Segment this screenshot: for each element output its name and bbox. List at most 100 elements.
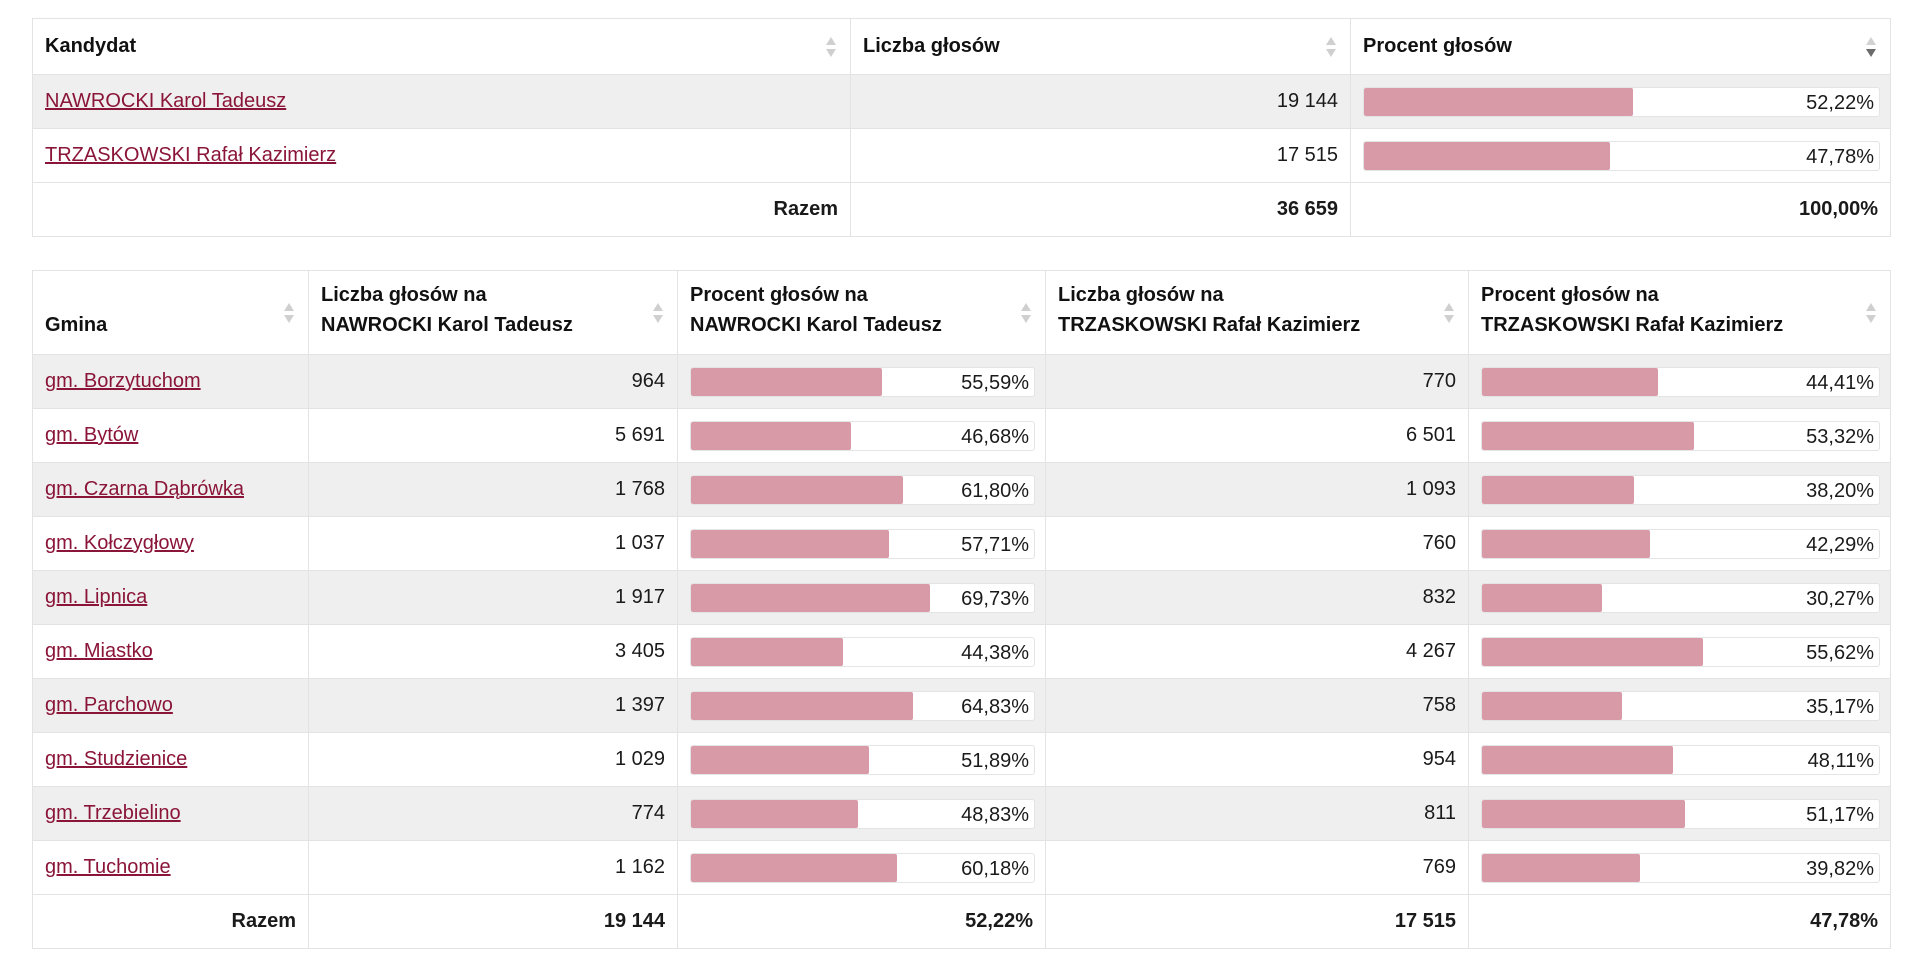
percent-label: 35,17%: [1806, 695, 1874, 718]
percent-bar-fill: [691, 745, 869, 774]
trzaskowski-percent-cell: 30,27%: [1468, 570, 1891, 625]
nawrocki-votes-cell: 1 768: [308, 462, 678, 517]
table-row: gm. Trzebielino 774 48,83% 811 51,17%: [32, 786, 1891, 841]
percent-bar-fill: [1482, 367, 1659, 396]
percent-label: 53,32%: [1806, 425, 1874, 448]
percent-bar-fill: [1482, 583, 1603, 612]
sort-icon[interactable]: [1326, 36, 1336, 58]
nawrocki-percent-cell: 48,83%: [677, 786, 1046, 841]
nawrocki-percent-cell: 51,89%: [677, 732, 1046, 787]
table-row: gm. Czarna Dąbrówka 1 768 61,80% 1 093 38,20…: [32, 462, 1891, 517]
percent-bar: 60,18%: [690, 852, 1035, 883]
percent-bar-fill: [1364, 141, 1611, 170]
table-row: gm. Bytów 5 691 46,68% 6 501 53,32%: [32, 408, 1891, 463]
nawrocki-percent-cell: 57,71%: [677, 516, 1046, 571]
trzaskowski-votes-cell: 770: [1045, 354, 1469, 409]
total-trzaskowski-percent: 47,78%: [1468, 894, 1891, 949]
gmina-link[interactable]: gm. Bytów: [45, 424, 139, 446]
gmina-link[interactable]: gm. Kołczygłowy: [45, 532, 194, 554]
percent-bar: 51,89%: [690, 744, 1035, 775]
total-percent: 100,00%: [1350, 182, 1891, 237]
percent-bar: 42,29%: [1481, 528, 1880, 559]
trzaskowski-percent-cell: 42,29%: [1468, 516, 1891, 571]
candidates-summary-table: Kandydat Liczba głosów Procent głosów NA…: [32, 18, 1891, 237]
trzaskowski-votes-cell: 758: [1045, 678, 1469, 733]
percent-label: 61,80%: [961, 479, 1029, 502]
table-row: gm. Studzienice 1 029 51,89% 954 48,11%: [32, 732, 1891, 787]
gmina-cell: gm. Kołczygłowy: [32, 516, 309, 571]
trzaskowski-votes-cell: 760: [1045, 516, 1469, 571]
percent-bar-fill: [691, 367, 882, 396]
gmina-link[interactable]: gm. Parchowo: [45, 694, 173, 716]
gmina-link[interactable]: gm. Miastko: [45, 640, 153, 662]
percent-bar-fill: [1482, 799, 1686, 828]
percent-bar: 61,80%: [690, 474, 1035, 505]
percent-bar: 35,17%: [1481, 690, 1880, 721]
trzaskowski-votes-cell: 6 501: [1045, 408, 1469, 463]
header-gmina-label: Gmina: [45, 314, 108, 336]
percent-bar-fill: [1482, 637, 1703, 666]
header-line: Liczba głosów na: [321, 284, 487, 306]
header-candidate[interactable]: Kandydat: [32, 18, 851, 75]
total-label: Razem: [32, 894, 309, 949]
header-nawrocki-votes[interactable]: Liczba głosów na NAWROCKI Karol Tadeusz: [308, 270, 678, 355]
percent-cell: 52,22%: [1350, 74, 1891, 129]
percent-bar: 64,83%: [690, 690, 1035, 721]
sort-desc-icon[interactable]: [1866, 36, 1876, 58]
table-row: TRZASKOWSKI Rafał Kazimierz 17 515 47,78…: [32, 128, 1891, 183]
percent-bar: 47,78%: [1363, 140, 1880, 171]
nawrocki-votes-cell: 774: [308, 786, 678, 841]
header-trzaskowski-percent[interactable]: Procent głosów na TRZASKOWSKI Rafał Kazi…: [1468, 270, 1891, 355]
percent-label: 52,22%: [1806, 91, 1874, 114]
trzaskowski-votes-cell: 769: [1045, 840, 1469, 895]
header-nawrocki-percent[interactable]: Procent głosów na NAWROCKI Karol Tadeusz: [677, 270, 1046, 355]
gmina-link[interactable]: gm. Lipnica: [45, 586, 148, 608]
percent-bar-fill: [691, 583, 931, 612]
percent-bar: 55,59%: [690, 366, 1035, 397]
gmina-table-body: gm. Borzytuchom 964 55,59% 770 44,41% gm. Byt…: [32, 354, 1891, 895]
candidate-link[interactable]: TRZASKOWSKI Rafał Kazimierz: [45, 144, 337, 166]
nawrocki-percent-cell: 44,38%: [677, 624, 1046, 679]
sort-icon[interactable]: [1444, 302, 1454, 324]
header-line: TRZASKOWSKI Rafał Kazimierz: [1481, 314, 1784, 336]
sort-icon[interactable]: [826, 36, 836, 58]
percent-label: 44,41%: [1806, 371, 1874, 394]
candidate-cell: TRZASKOWSKI Rafał Kazimierz: [32, 128, 851, 183]
sort-icon[interactable]: [284, 302, 294, 324]
gmina-header-row: Gmina Liczba głosów na NAWROCKI Karol Ta…: [32, 270, 1891, 355]
sort-icon[interactable]: [653, 302, 663, 324]
header-votes[interactable]: Liczba głosów: [850, 18, 1351, 75]
gmina-cell: gm. Studzienice: [32, 732, 309, 787]
gmina-link[interactable]: gm. Trzebielino: [45, 802, 181, 824]
nawrocki-votes-cell: 1 162: [308, 840, 678, 895]
percent-bar-fill: [1482, 745, 1673, 774]
total-label: Razem: [32, 182, 851, 237]
sort-icon[interactable]: [1021, 302, 1031, 324]
trzaskowski-percent-cell: 38,20%: [1468, 462, 1891, 517]
percent-label: 44,38%: [961, 641, 1029, 664]
gmina-link[interactable]: gm. Borzytuchom: [45, 370, 201, 392]
percent-label: 51,89%: [961, 749, 1029, 772]
percent-label: 38,20%: [1806, 479, 1874, 502]
percent-bar: 52,22%: [1363, 86, 1880, 117]
gmina-cell: gm. Czarna Dąbrówka: [32, 462, 309, 517]
header-line: Procent głosów na: [1481, 284, 1659, 306]
percent-bar: 38,20%: [1481, 474, 1880, 505]
gmina-link[interactable]: gm. Tuchomie: [45, 856, 171, 878]
sort-icon[interactable]: [1866, 302, 1876, 324]
table-row: gm. Tuchomie 1 162 60,18% 769 39,82%: [32, 840, 1891, 895]
summary-header-row: Kandydat Liczba głosów Procent głosów: [32, 18, 1891, 75]
nawrocki-percent-cell: 55,59%: [677, 354, 1046, 409]
header-percent[interactable]: Procent głosów: [1350, 18, 1891, 75]
total-row: Razem 19 144 52,22% 17 515 47,78%: [32, 894, 1891, 949]
total-row: Razem 36 659 100,00%: [32, 182, 1891, 237]
percent-bar-fill: [1482, 691, 1622, 720]
gmina-link[interactable]: gm. Czarna Dąbrówka: [45, 478, 244, 500]
gmina-link[interactable]: gm. Studzienice: [45, 748, 188, 770]
percent-label: 46,68%: [961, 425, 1029, 448]
header-trzaskowski-votes[interactable]: Liczba głosów na TRZASKOWSKI Rafał Kazim…: [1045, 270, 1469, 355]
percent-bar-fill: [691, 637, 844, 666]
header-line: NAWROCKI Karol Tadeusz: [690, 314, 942, 336]
header-gmina[interactable]: Gmina: [32, 270, 309, 355]
candidate-link[interactable]: NAWROCKI Karol Tadeusz: [45, 90, 287, 112]
